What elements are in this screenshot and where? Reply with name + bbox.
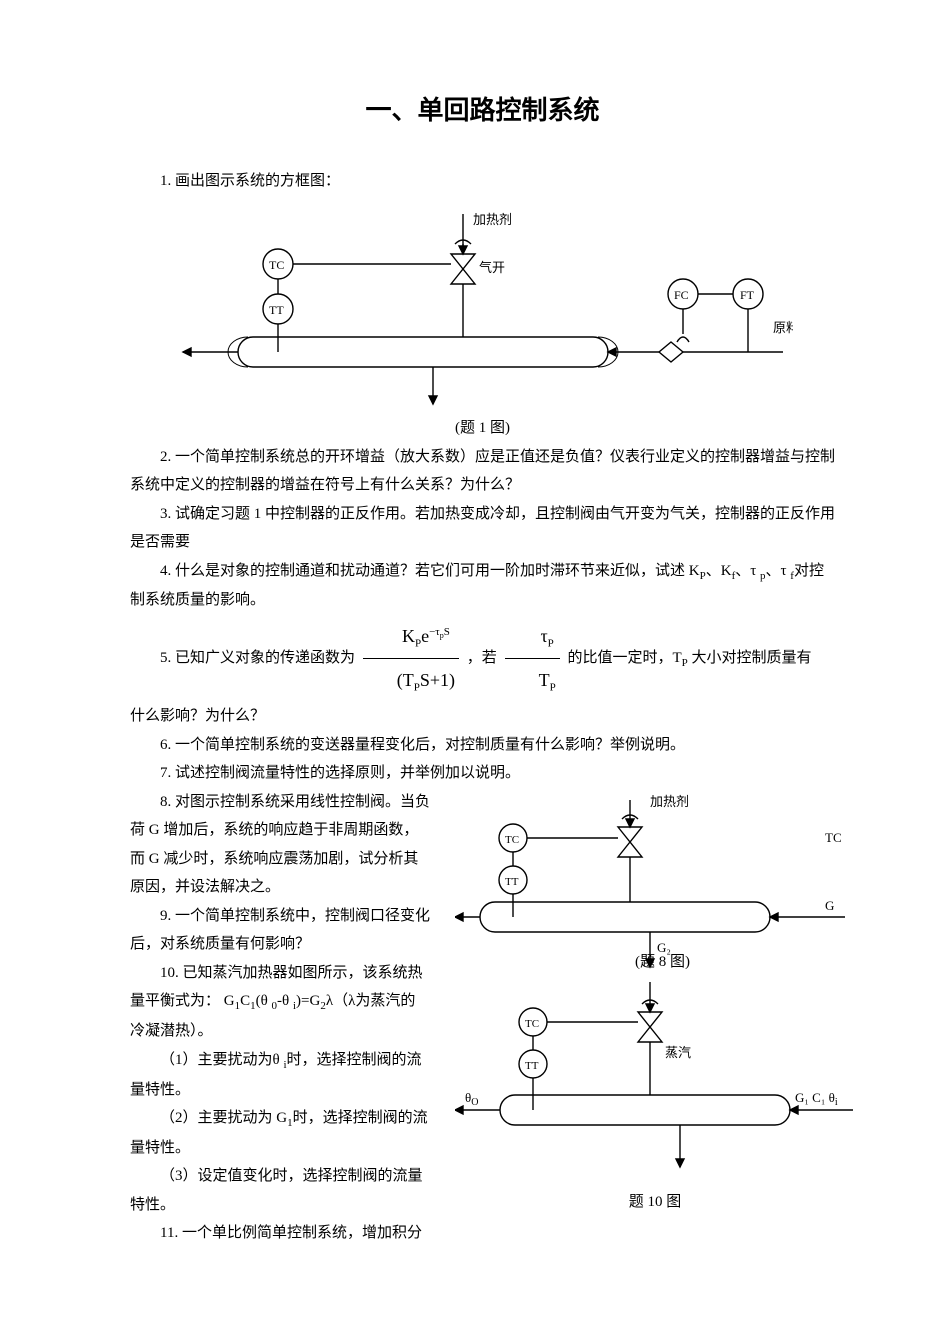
fig10-theta0-label: θO [465, 1090, 478, 1108]
fig10-tc-label: TC [525, 1018, 539, 1030]
formula-ratio: τP TP [505, 615, 560, 702]
question-2: 2. 一个简单控制系统总的开环增益（放大系数）应是正值还是负值？仪表行业定义的控… [130, 443, 835, 500]
question-5b: 什么影响？为什么？ [130, 702, 835, 731]
fig8-heating-label: 加热剂 [650, 794, 689, 809]
figure-1: 加热剂 气开 原料 TC TT FC FT [173, 204, 793, 414]
fig8-g-label: G [825, 898, 834, 913]
figure-10: TC TT 蒸汽 G₁ C₁ θi θO 题 10 图 [455, 982, 855, 1192]
question-9: 9. 一个简单控制系统中，控制阀口径变化后，对系统质量有何影响？ [130, 902, 430, 959]
fig10-tt-label: TT [525, 1060, 539, 1072]
figure-1-caption: (题 1 图) [130, 416, 835, 437]
fig1-ft-label: FT [740, 288, 755, 302]
fig1-heating-label: 加热剂 [473, 212, 512, 227]
fig8-tc-label: TC [505, 834, 519, 846]
question-10: 10. 已知蒸汽加热器如图所示，该系统热量平衡式为： G1C1(θ 0-θ i)… [130, 959, 430, 1046]
question-5: 5. 已知广义对象的传递函数为 KPe−τpS (TPS+1) ，若 τP TP… [130, 615, 835, 702]
question-8: 8. 对图示控制系统采用线性控制阀。当负荷 G 增加后，系统的响应趋于非周期函数… [130, 788, 430, 902]
question-6: 6. 一个简单控制系统的变送器量程变化后，对控制质量有什么影响？举例说明。 [130, 731, 835, 760]
question-11: 11. 一个单比例简单控制系统，增加积分 [130, 1219, 430, 1248]
fig10-steam-label: 蒸汽 [665, 1045, 691, 1060]
figure-8-caption: (题 8 图) [635, 950, 690, 971]
fig1-tt-label: TT [269, 303, 284, 317]
fig8-tt-label: TT [505, 876, 519, 888]
question-10-part2: （2）主要扰动为 G1时，选择控制阀的流量特性。 [130, 1104, 430, 1162]
fig1-fc-label: FC [674, 288, 689, 302]
fig8-tc2-label: TC [825, 830, 842, 845]
figure-8: 加热剂 TC TT TC G G₂ (题 8 图) [455, 792, 855, 972]
fig1-airopen-label: 气开 [479, 260, 505, 275]
figure-10-caption: 题 10 图 [455, 1190, 855, 1211]
question-10-part1: （1）主要扰动为θ i时，选择控制阀的流量特性。 [130, 1046, 430, 1104]
question-1: 1. 画出图示系统的方框图： [130, 167, 835, 196]
fig1-raw-label: 原料 [773, 320, 793, 335]
question-3: 3. 试确定习题 1 中控制器的正反作用。若加热变成冷却，且控制阀由气开变为气关… [130, 500, 835, 557]
fig1-tc-label: TC [269, 258, 284, 272]
page-title: 一、单回路控制系统 [130, 90, 835, 127]
formula-transfer-fn: KPe−τpS (TPS+1) [363, 615, 459, 702]
question-7: 7. 试述控制阀流量特性的选择原则，并举例加以说明。 [130, 759, 835, 788]
question-10-part3: （3）设定值变化时，选择控制阀的流量特性。 [130, 1162, 430, 1219]
question-4: 4. 什么是对象的控制通道和扰动通道？若它们可用一阶加时滞环节来近似，试述 KP… [130, 557, 835, 615]
fig10-in-label: G₁ C₁ θi [795, 1090, 838, 1108]
